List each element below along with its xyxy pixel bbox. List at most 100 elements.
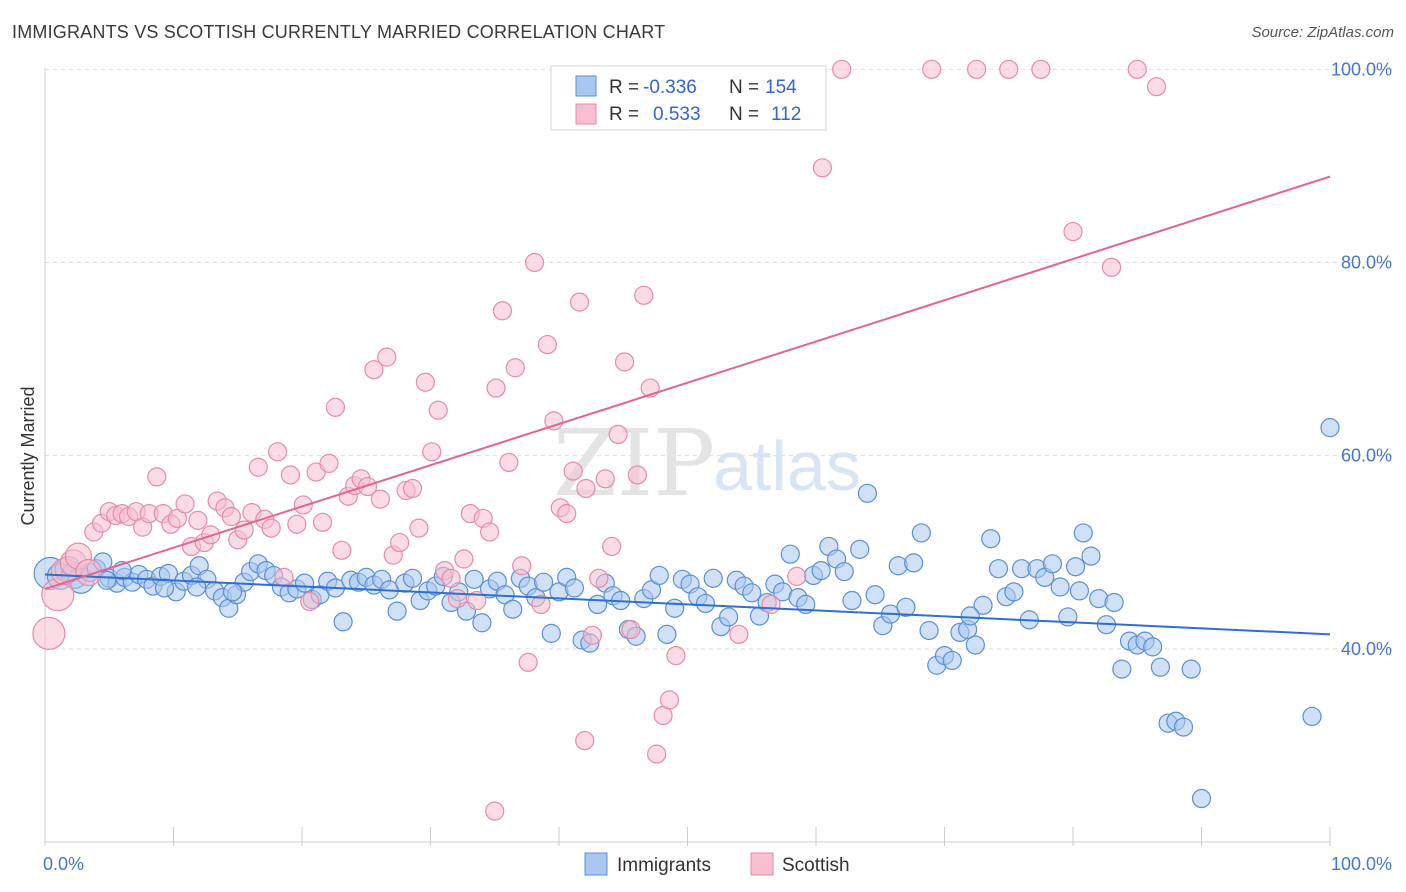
scottish-point-56 xyxy=(415,372,435,392)
scottish-point-107 xyxy=(1127,59,1147,79)
scottish-point-98 xyxy=(787,566,807,586)
immigrants-point-134 xyxy=(1065,557,1086,577)
scottish-point-21 xyxy=(188,510,208,530)
immigrants-point-123 xyxy=(981,529,1001,549)
scottish-point-62 xyxy=(454,549,474,569)
scottish-point-82 xyxy=(582,625,603,645)
immigrants-point-61 xyxy=(503,599,523,619)
scottish-point-92 xyxy=(647,744,667,764)
y-tick-label-0: 40.0% xyxy=(1341,639,1392,659)
scottish-point-75 xyxy=(537,334,558,355)
scottish-point-71 xyxy=(512,556,532,576)
scottish-point-67 xyxy=(486,378,506,398)
scottish-point-83 xyxy=(589,568,609,588)
bottom-legend: Immigrants Scottish xyxy=(584,852,850,876)
scottish-point-87 xyxy=(614,352,635,372)
trend-line-scottish xyxy=(44,175,1331,590)
immigrants-point-151 xyxy=(960,606,980,626)
series-immigrants xyxy=(33,418,1340,809)
scottish-point-42 xyxy=(325,397,346,417)
immigrants-point-145 xyxy=(1150,657,1170,677)
scottish-point-36 xyxy=(287,514,307,534)
y-tick-label-3: 100.0% xyxy=(1331,59,1392,79)
legend-box xyxy=(550,65,827,131)
legend-swatch-scottish xyxy=(575,103,597,125)
y-axis-title: Currently Married xyxy=(18,386,38,525)
scottish-point-33 xyxy=(267,442,288,462)
scottish-point-94 xyxy=(659,690,680,710)
scottish-point-49 xyxy=(370,489,390,509)
immigrants-point-82 xyxy=(665,598,685,618)
immigrants-point-126 xyxy=(1004,582,1024,602)
axes xyxy=(44,68,1331,846)
immigrants-point-34 xyxy=(294,573,315,593)
immigrants-point-131 xyxy=(1042,554,1063,574)
scottish-point-81 xyxy=(576,478,596,499)
scottish-point-105 xyxy=(1063,221,1083,242)
scottish-point-76 xyxy=(544,411,564,431)
scottish-point-72 xyxy=(518,652,538,672)
scottish-point-38 xyxy=(300,591,320,612)
immigrants-point-121 xyxy=(965,635,985,655)
immigrants-point-139 xyxy=(1104,592,1124,613)
scottish-point-106 xyxy=(1101,257,1122,277)
scottish-point-85 xyxy=(602,536,622,557)
immigrants-point-48 xyxy=(402,568,423,588)
immigrants-point-92 xyxy=(742,583,762,603)
scottish-point-61 xyxy=(447,589,468,609)
immigrants-point-69 xyxy=(564,578,585,598)
immigrants-point-56 xyxy=(464,569,484,589)
immigrants-point-136 xyxy=(1081,546,1101,566)
scottish-point-88 xyxy=(621,619,641,640)
scottish-point-96 xyxy=(729,624,749,644)
immigrants-point-148 xyxy=(1173,717,1194,737)
immigrants-point-122 xyxy=(973,595,993,615)
scottish-point-109 xyxy=(485,801,505,821)
scottish-point-55 xyxy=(409,518,429,538)
scottish-point-60 xyxy=(441,568,461,588)
scottish-point-43 xyxy=(332,540,352,560)
immigrants-point-144 xyxy=(1143,637,1163,657)
immigrants-point-140 xyxy=(1112,659,1132,679)
scottish-point-52 xyxy=(390,532,410,553)
immigrants-point-113 xyxy=(904,553,924,573)
scottish-point-68 xyxy=(492,301,513,321)
immigrants-point-80 xyxy=(649,565,669,586)
legend: R = -0.336 N = 154 R = 0.533 N = 112 xyxy=(550,65,827,131)
immigrants-point-152 xyxy=(1191,788,1212,809)
immigrants-point-135 xyxy=(1073,523,1093,543)
y-tick-label-1: 60.0% xyxy=(1341,446,1392,466)
bottom-legend-swatch-scottish xyxy=(750,852,774,876)
scottish-point-19 xyxy=(175,494,195,514)
chart-source: Source: ZipAtlas.com xyxy=(1251,24,1394,41)
bottom-legend-scottish: Scottish xyxy=(782,855,850,876)
trend-line-immigrants xyxy=(44,573,1331,636)
legend-swatch-immigrants xyxy=(575,75,597,97)
chart-title: IMMIGRANTS VS SCOTTISH CURRENTLY MARRIED… xyxy=(12,22,666,42)
immigrants-point-97 xyxy=(780,544,800,564)
immigrants-point-114 xyxy=(911,523,931,543)
immigrants-point-46 xyxy=(387,601,407,621)
scottish-point-86 xyxy=(608,424,628,445)
immigrants-point-101 xyxy=(811,560,831,581)
immigrants-point-118 xyxy=(942,650,962,671)
scottish-point-97 xyxy=(761,594,781,615)
y-tick-label-2: 80.0% xyxy=(1341,252,1392,272)
scottish-point-40 xyxy=(312,512,333,532)
immigrants-point-159 xyxy=(223,582,243,602)
scottish-point-30 xyxy=(248,457,268,477)
watermark-zip: ZIP xyxy=(553,410,715,517)
scottish-point-48 xyxy=(364,360,384,380)
scottish-point-58 xyxy=(428,400,448,420)
scottish-point-90 xyxy=(634,285,654,305)
legend-n-label-1: N = xyxy=(729,77,759,98)
legend-r-value-2: 0.533 xyxy=(653,104,701,125)
immigrants-point-157 xyxy=(154,578,175,598)
scottish-point-5 xyxy=(75,558,103,587)
scottish-point-57 xyxy=(422,442,442,462)
immigrants-point-81 xyxy=(657,624,677,644)
scottish-point-15 xyxy=(147,467,167,487)
scottish-point-111 xyxy=(575,730,595,751)
scottish-point-26 xyxy=(221,506,241,527)
